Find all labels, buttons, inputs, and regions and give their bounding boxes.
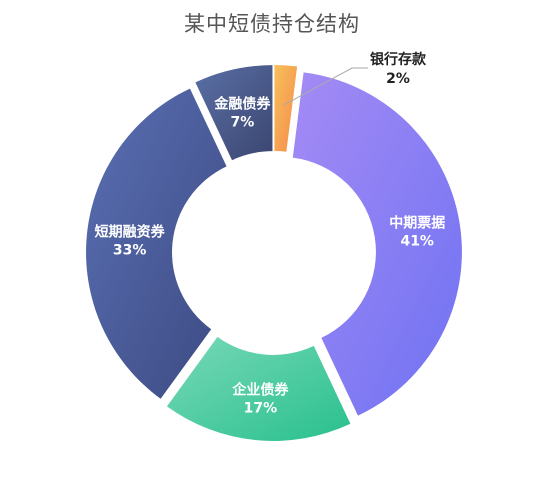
slice-2[interactable] bbox=[292, 72, 462, 416]
slice-4[interactable] bbox=[86, 88, 227, 399]
slice-label-name: 企业债券 bbox=[231, 381, 289, 398]
slice-label-name: 金融债券 bbox=[213, 95, 271, 112]
slice-5[interactable] bbox=[195, 65, 273, 161]
slice-label-name: 短期融资券 bbox=[95, 223, 166, 240]
chart-title: 某中短债持仓结构 bbox=[184, 12, 360, 36]
slice-label-name: 银行存款 bbox=[370, 51, 427, 68]
leader-line bbox=[283, 67, 368, 106]
slices-layer bbox=[86, 65, 462, 441]
slice-1[interactable] bbox=[274, 65, 298, 152]
slice-label-value: 17% bbox=[244, 400, 278, 416]
slice-label-value: 7% bbox=[230, 114, 254, 130]
slice-label-value: 33% bbox=[113, 242, 147, 258]
slice-3[interactable] bbox=[166, 336, 351, 441]
slice-label-value: 41% bbox=[400, 233, 434, 249]
slice-label-name: 中期票据 bbox=[389, 214, 445, 231]
labels-layer: 银行存款 2% 中期票据 41% 企业债券 17% 短期融资券 33% 金融债券 7% bbox=[95, 51, 446, 416]
slice-label-value: 2% bbox=[386, 71, 410, 87]
